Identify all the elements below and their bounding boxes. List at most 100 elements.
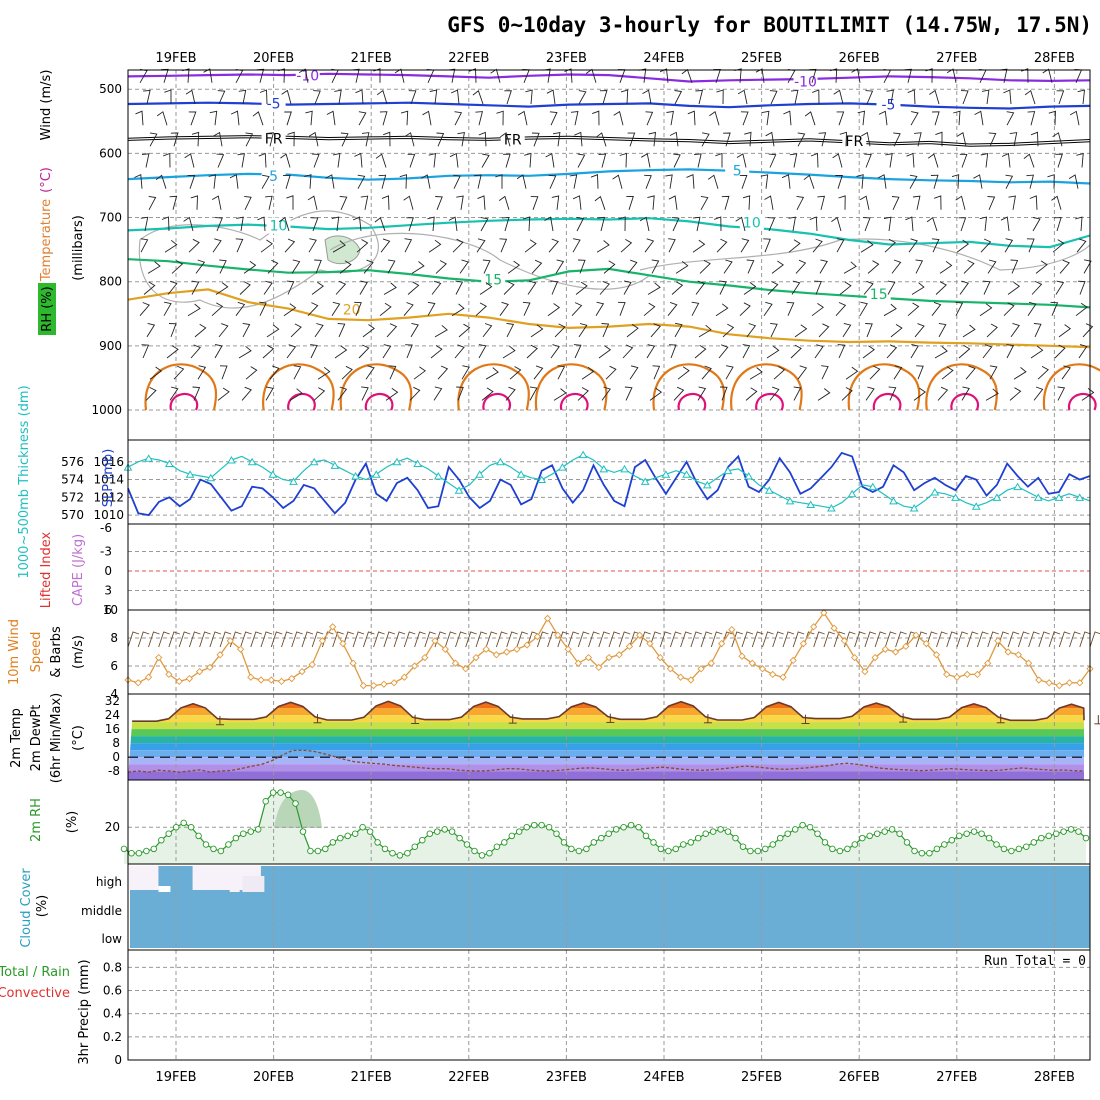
rh2m-marker — [419, 836, 426, 844]
wind-barb — [743, 282, 757, 295]
date-label-top: 27FEB — [936, 51, 977, 66]
wind-barb — [257, 216, 266, 232]
wind-barb — [1008, 195, 1016, 210]
wind-barb — [810, 152, 819, 168]
wind-barb — [308, 131, 319, 147]
thickness-marker — [847, 489, 857, 498]
rh2m-marker — [493, 843, 501, 850]
date-label-bottom: 24FEB — [643, 1070, 684, 1085]
wind-barb — [340, 132, 349, 147]
wind-barb — [1055, 153, 1063, 168]
ylabel-rh: RH (%) — [40, 286, 55, 331]
wind-barb — [878, 110, 888, 126]
wind-barb — [1076, 238, 1087, 253]
wind-barb — [549, 111, 558, 126]
wind-barb — [790, 89, 799, 105]
rh2m-marker — [202, 841, 210, 848]
pressure-tick: 600 — [99, 146, 122, 160]
wind-barb — [839, 281, 852, 295]
precip-tick: 0.8 — [103, 960, 122, 974]
wind-barb — [1031, 280, 1043, 295]
date-label-top: 21FEB — [351, 51, 392, 66]
wind-barb — [1009, 132, 1018, 147]
rh2m-marker — [1023, 843, 1030, 850]
wind10m-barb — [976, 631, 989, 648]
wind-barb — [190, 344, 201, 359]
wind10m-marker — [533, 632, 542, 641]
wind10m-marker — [134, 679, 142, 687]
wind10m-marker — [359, 681, 368, 690]
wind-barb — [1006, 111, 1015, 126]
rh2m-marker — [292, 800, 299, 807]
thickness-marker — [723, 466, 733, 475]
wind10m-marker — [738, 652, 746, 660]
wind-barb — [973, 174, 983, 189]
rh2m-marker — [553, 830, 560, 837]
rh2m-marker — [903, 839, 911, 846]
contour-label-background — [261, 168, 286, 185]
rh2m-marker — [993, 841, 1000, 848]
wind10m-barb — [291, 631, 303, 648]
wind10m-marker — [185, 674, 194, 683]
rh2m-marker — [381, 845, 389, 853]
wind10m-barb — [199, 631, 211, 648]
wind-barb — [1003, 89, 1012, 105]
temp-color-band — [128, 736, 1084, 744]
contour-label-background — [739, 214, 764, 231]
wind-barb — [476, 238, 486, 253]
wind-barb — [795, 259, 807, 274]
wind10m-marker — [329, 623, 337, 631]
wind-barb — [298, 68, 309, 83]
wind-barb — [956, 239, 970, 253]
rh2m-marker — [650, 839, 657, 846]
wind-barb — [265, 386, 274, 401]
wind-barb — [407, 281, 420, 295]
wind-barb — [525, 89, 533, 105]
wind-barb — [325, 174, 335, 189]
wind-barb — [352, 216, 362, 232]
wind-barb — [481, 387, 494, 401]
wind-barb — [1013, 367, 1027, 380]
thickness-marker — [165, 459, 174, 468]
wind-barb — [953, 110, 961, 126]
wind10m-barb — [762, 631, 774, 648]
wind-barb — [585, 68, 597, 83]
temp-tick: 8 — [112, 736, 120, 750]
rh2m-marker — [180, 819, 187, 827]
wind-barb — [334, 89, 342, 105]
rh2m-marker — [702, 830, 709, 837]
wind-barb — [1033, 386, 1044, 401]
wind10m-barb — [332, 631, 344, 648]
wind-barb — [916, 365, 924, 380]
wind-barb — [572, 195, 582, 210]
rh2m-marker — [941, 841, 948, 848]
slp-tick: 1016 — [93, 455, 124, 469]
wind10m-marker — [636, 631, 644, 639]
wind-barb — [1024, 89, 1036, 105]
thickness-marker — [682, 470, 691, 478]
thickness-marker — [1033, 493, 1043, 501]
rh2m-marker — [583, 845, 590, 853]
wind-barb — [289, 388, 303, 401]
wind10m-barb — [864, 631, 877, 648]
wind-barb — [1083, 259, 1092, 274]
thickness-marker — [1075, 493, 1085, 501]
thickness-marker — [640, 477, 650, 485]
temperature-contour-20 — [127, 288, 1091, 349]
date-label-bottom: 19FEB — [155, 1070, 196, 1085]
wind-barb — [818, 323, 830, 338]
precip-tick: 0.2 — [103, 1030, 122, 1044]
wind-barb — [1068, 174, 1079, 189]
wind-barb — [337, 323, 346, 338]
wind10m-marker — [1065, 679, 1074, 687]
wind-barb — [623, 280, 632, 295]
wind10m-barb — [618, 631, 631, 648]
wind10m-barb — [854, 631, 866, 648]
rh2m-marker — [926, 849, 933, 857]
wind-barb — [979, 303, 993, 317]
wind-barb — [500, 132, 511, 147]
rh2m-marker — [277, 789, 284, 796]
wind-barb — [718, 344, 729, 359]
wind-barb — [740, 111, 749, 126]
ylabel-rh2m: 2m RH — [29, 798, 44, 842]
